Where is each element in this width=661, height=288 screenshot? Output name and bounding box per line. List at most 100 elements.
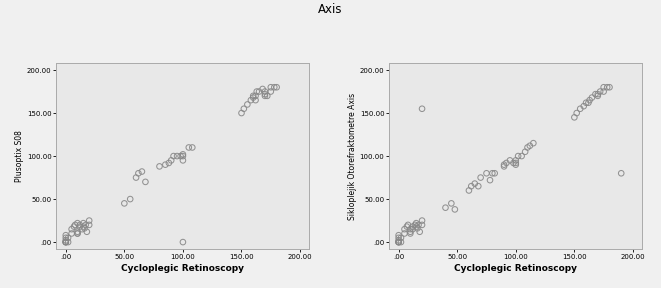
Point — [516, 154, 527, 158]
Point — [248, 95, 258, 100]
Point — [578, 104, 589, 109]
Point — [571, 111, 582, 115]
Point — [440, 205, 451, 210]
Point — [66, 231, 77, 236]
X-axis label: Cycloplegic Retinoscopy: Cycloplegic Retinoscopy — [454, 264, 577, 273]
Point — [403, 223, 413, 227]
Point — [178, 154, 188, 158]
Point — [63, 236, 73, 240]
Point — [504, 158, 515, 163]
Point — [396, 240, 407, 245]
Point — [489, 171, 500, 176]
Point — [598, 89, 609, 94]
Point — [66, 227, 77, 232]
Point — [616, 171, 627, 176]
Point — [587, 95, 598, 100]
Point — [187, 145, 198, 150]
Point — [393, 238, 404, 243]
Point — [417, 223, 428, 227]
Point — [393, 240, 404, 245]
Point — [417, 218, 428, 223]
Point — [393, 240, 404, 245]
Point — [260, 92, 270, 96]
Point — [133, 171, 143, 176]
Point — [393, 236, 404, 240]
Point — [137, 169, 147, 174]
Point — [69, 224, 79, 229]
Point — [411, 221, 422, 226]
Point — [413, 223, 424, 227]
Point — [236, 111, 247, 115]
Point — [412, 226, 422, 231]
X-axis label: Cycloplegic Retinoscopy: Cycloplegic Retinoscopy — [122, 264, 245, 273]
Point — [239, 107, 249, 111]
Point — [581, 101, 592, 105]
Point — [569, 115, 580, 120]
Point — [251, 98, 261, 103]
Point — [78, 224, 89, 229]
Point — [154, 164, 165, 169]
Point — [84, 218, 95, 223]
Point — [499, 162, 510, 167]
Point — [399, 231, 410, 236]
Point — [501, 161, 512, 165]
Point — [590, 92, 601, 96]
Point — [499, 164, 510, 169]
Point — [251, 89, 262, 94]
Point — [469, 181, 480, 186]
Point — [584, 98, 595, 103]
Point — [260, 94, 270, 98]
Point — [598, 85, 609, 90]
Point — [254, 89, 264, 94]
Point — [60, 240, 71, 245]
Point — [84, 223, 95, 227]
Point — [184, 145, 194, 150]
Point — [399, 227, 410, 232]
Y-axis label: Sikloplejik Otorefraktometre Axis: Sikloplejik Otorefraktometre Axis — [348, 92, 357, 220]
Point — [163, 161, 174, 165]
Point — [473, 184, 484, 188]
Point — [175, 154, 186, 158]
Point — [60, 240, 71, 245]
Point — [510, 162, 521, 167]
Point — [72, 230, 83, 234]
Point — [178, 158, 188, 163]
Point — [70, 223, 81, 227]
Point — [595, 89, 605, 94]
Point — [257, 87, 268, 91]
Point — [140, 180, 151, 184]
Point — [446, 201, 457, 206]
Point — [405, 231, 416, 236]
Point — [260, 89, 270, 94]
Point — [178, 240, 188, 245]
Point — [602, 85, 613, 90]
Point — [269, 85, 280, 90]
Point — [119, 201, 130, 206]
Point — [410, 223, 420, 227]
Point — [466, 184, 477, 188]
Point — [481, 171, 492, 176]
Point — [60, 240, 71, 245]
Point — [575, 107, 586, 111]
Point — [272, 85, 282, 90]
Point — [522, 145, 533, 150]
Point — [475, 175, 486, 180]
Point — [79, 226, 90, 231]
Point — [262, 94, 272, 98]
Point — [407, 224, 418, 229]
Point — [125, 197, 136, 201]
Point — [60, 236, 71, 240]
Point — [407, 227, 418, 232]
Point — [172, 154, 182, 158]
Point — [487, 171, 498, 176]
Point — [63, 240, 73, 245]
Point — [131, 175, 141, 180]
Point — [485, 178, 495, 183]
Point — [525, 143, 535, 148]
Point — [242, 102, 253, 107]
Point — [81, 223, 91, 227]
Point — [72, 231, 83, 236]
Point — [405, 227, 416, 232]
Point — [75, 224, 85, 229]
Point — [246, 98, 256, 103]
